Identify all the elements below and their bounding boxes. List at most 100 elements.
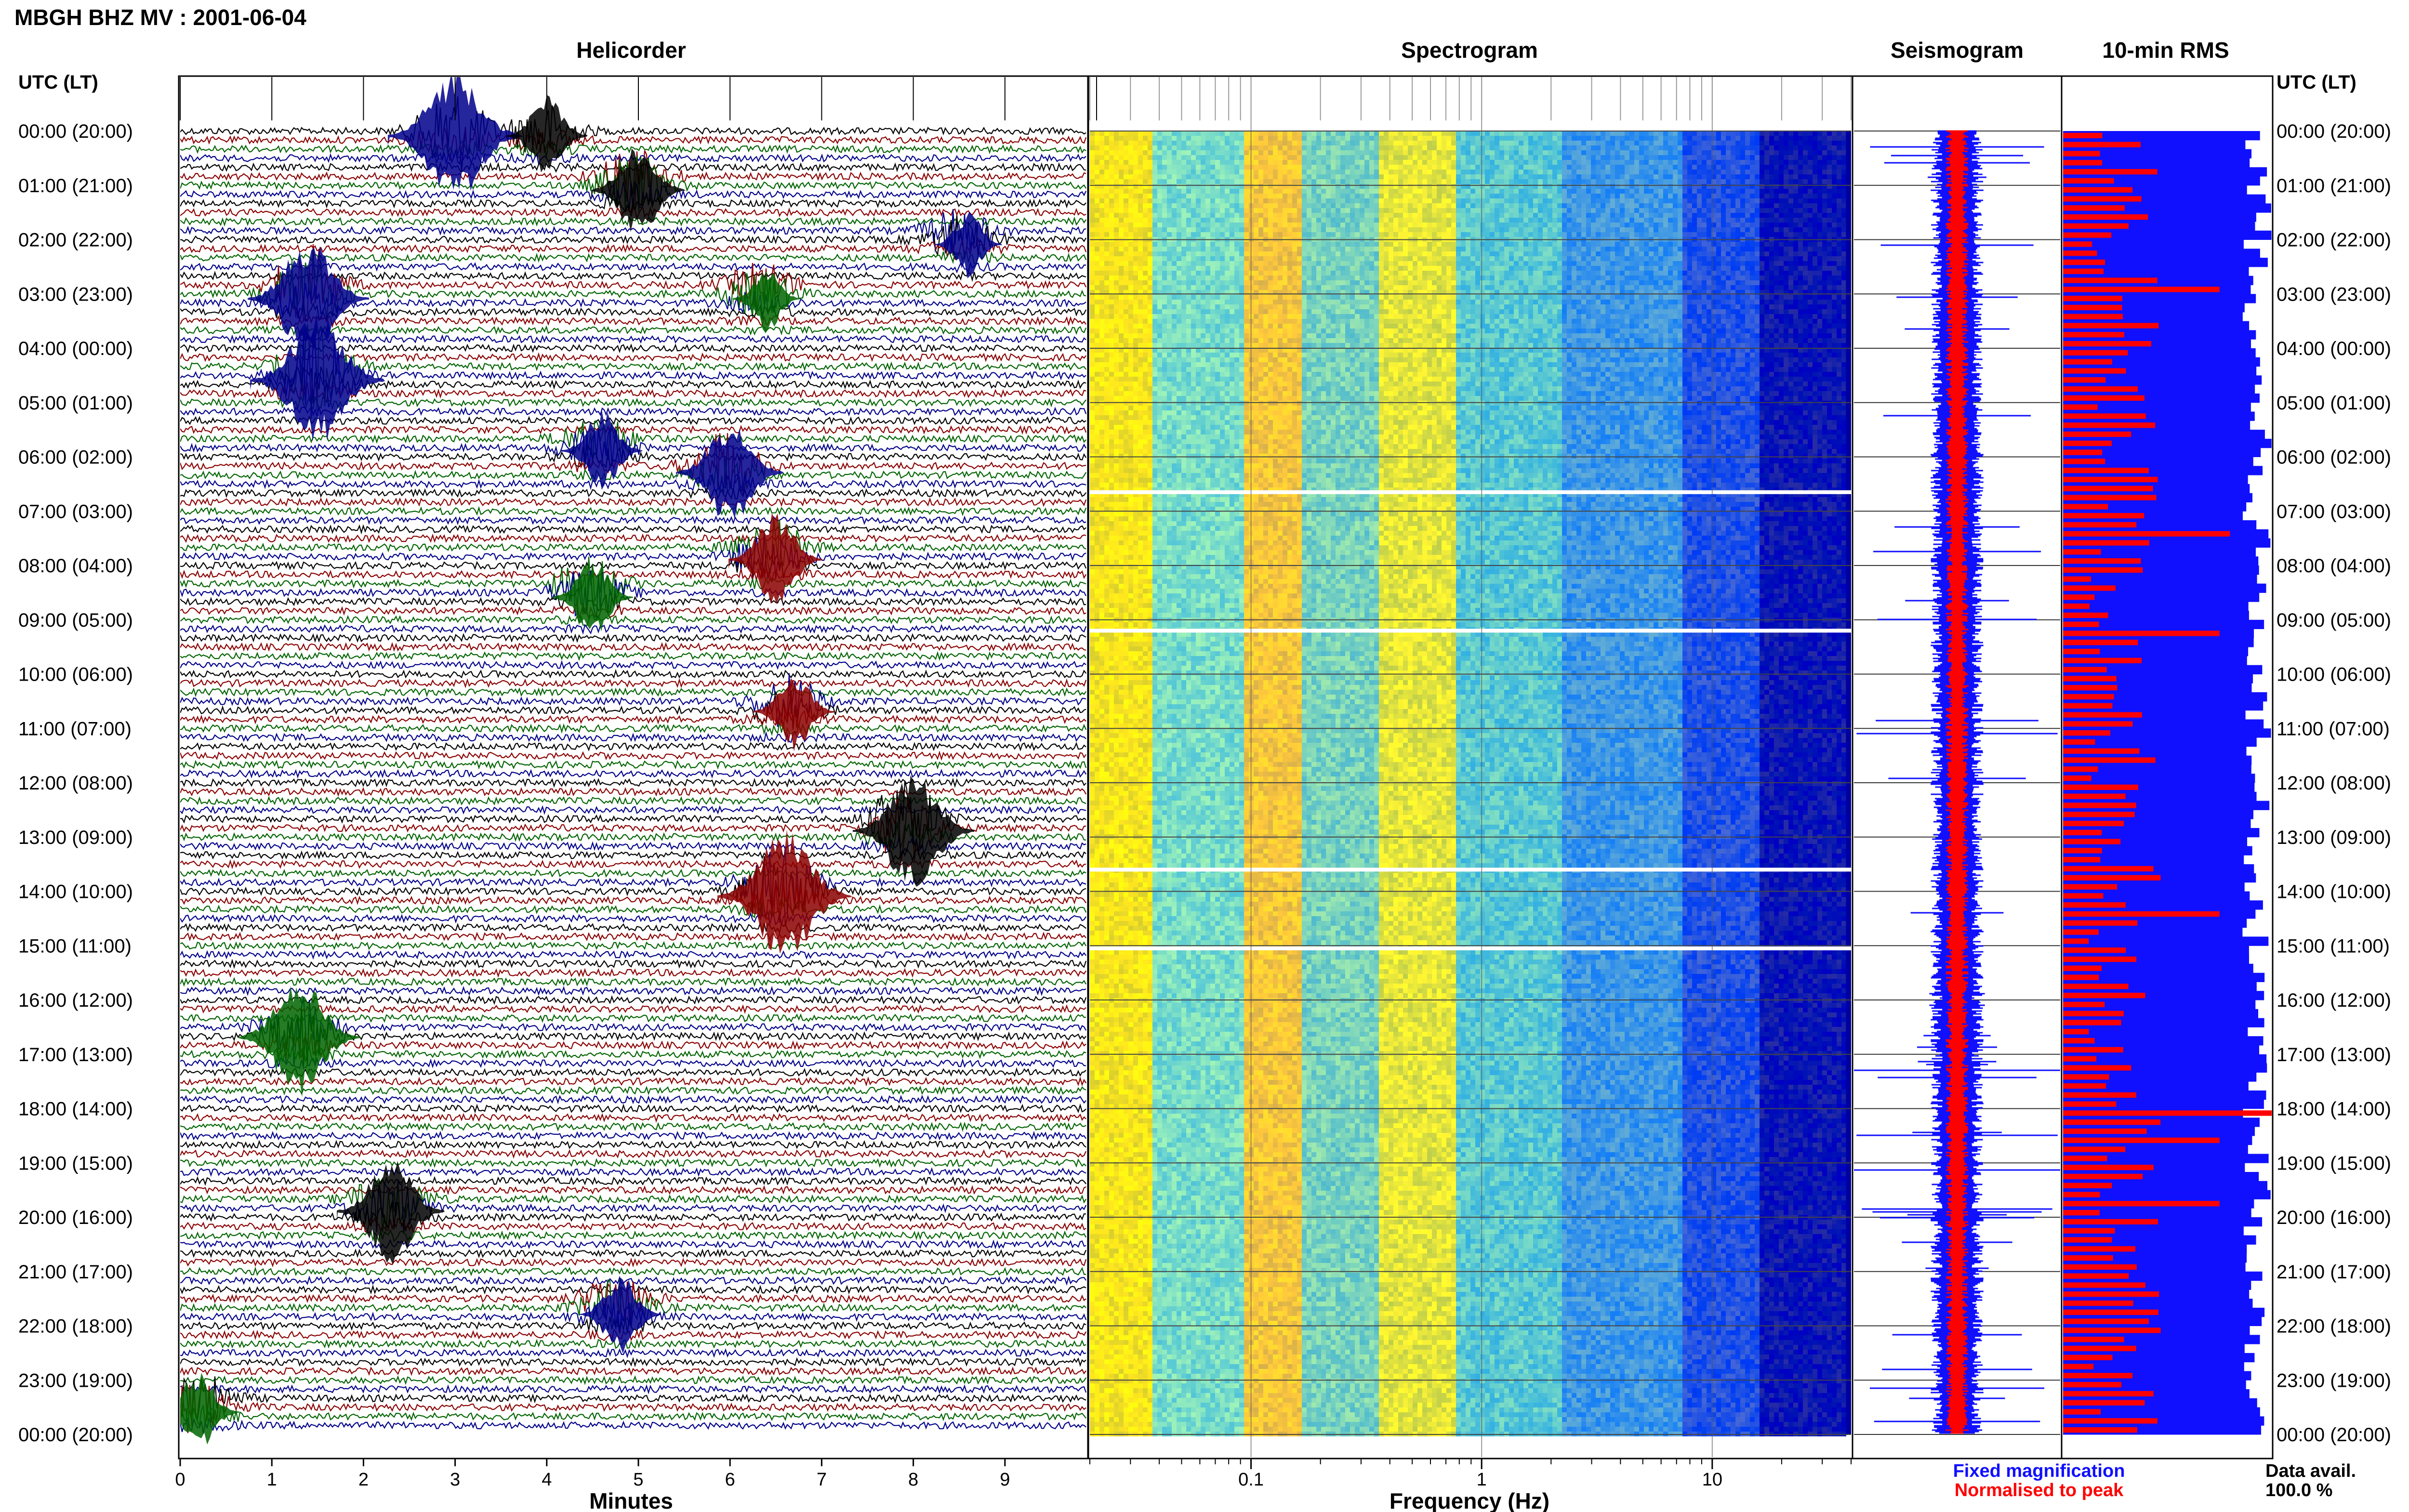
spectrogram-cell	[1726, 145, 1731, 150]
spectrogram-cell	[1201, 179, 1205, 184]
spectrogram-cell	[1485, 150, 1490, 155]
spectrogram-cell	[1557, 194, 1562, 198]
spectrogram-cell	[1538, 141, 1543, 145]
spectrogram-cell	[1345, 170, 1350, 174]
spectrogram-cell	[1311, 213, 1316, 218]
spectrogram-cell	[1543, 150, 1548, 155]
spectrogram-cell	[1278, 198, 1283, 203]
spectrogram-cell	[1287, 184, 1292, 189]
spectrogram-cell	[1205, 218, 1210, 223]
spectrogram-cell	[1668, 203, 1673, 208]
spectrogram-cell	[1350, 174, 1355, 179]
spectrogram-cell	[1610, 145, 1615, 150]
spectrogram-cell	[1610, 198, 1615, 203]
spectrogram-cell	[1735, 131, 1740, 136]
spectrogram-cell	[1124, 160, 1128, 165]
spectrogram-cell	[1745, 131, 1750, 136]
spectrogram-cell	[1258, 179, 1263, 184]
spectrogram-cell	[1244, 189, 1249, 194]
spectrogram-cell	[1239, 145, 1244, 150]
spectrogram-cell	[1090, 223, 1095, 227]
spectrogram-cell	[1427, 184, 1432, 189]
spectrogram-cell	[1374, 208, 1379, 213]
spectrogram-cell	[1586, 155, 1591, 160]
helicorder-trace	[180, 1406, 1086, 1426]
spectrogram-cell	[1109, 150, 1114, 155]
spectrogram-cell	[1735, 179, 1740, 184]
spectrogram-cell	[1644, 198, 1649, 203]
spectrogram-cell	[1148, 184, 1152, 189]
spectrogram-cell	[1331, 213, 1336, 218]
spectrogram-cell	[1148, 131, 1152, 136]
spectrogram-cell	[1784, 198, 1788, 203]
spectrogram-cell	[1340, 131, 1345, 136]
spectrogram-cell	[1413, 165, 1417, 170]
spectrogram-cell	[1788, 136, 1793, 141]
spectrogram-cell	[1360, 179, 1364, 184]
spectrogram-cell	[1803, 189, 1808, 194]
spectrogram-cell	[1798, 194, 1803, 198]
spectrogram-cell	[1133, 174, 1138, 179]
spectrogram-cell	[1456, 170, 1461, 174]
spectrogram-cell	[1384, 208, 1389, 213]
spectrogram-cell	[1364, 145, 1369, 150]
spectrogram-cell	[1177, 136, 1181, 141]
spectrogram-cell	[1437, 174, 1442, 179]
spectrogram-cell	[1104, 194, 1109, 198]
spectrogram-cell	[1490, 213, 1495, 218]
spectrogram-cell	[1485, 189, 1490, 194]
spectrogram-cell	[1230, 145, 1234, 150]
spectrogram-cell	[1167, 131, 1172, 136]
spectrogram-cell	[1764, 155, 1769, 160]
spectrogram-cell	[1466, 194, 1470, 198]
helicorder-trace	[180, 507, 1086, 515]
spectrogram-cell	[1793, 203, 1798, 208]
spectrogram-cell	[1562, 208, 1567, 213]
spectrogram-cell	[1788, 194, 1793, 198]
spectrogram-cell	[1538, 218, 1543, 223]
spectrogram-cell	[1201, 131, 1205, 136]
spectrogram-cell	[1687, 203, 1692, 208]
spectrogram-cell	[1177, 160, 1181, 165]
spectrogram-cell	[1239, 184, 1244, 189]
spectrogram-cell	[1114, 189, 1119, 194]
spectrogram-cell	[1316, 131, 1321, 136]
spectrogram-cell	[1495, 131, 1499, 136]
spectrogram-cell	[1413, 150, 1417, 155]
spectrogram-cell	[1119, 194, 1124, 198]
spectrogram-cell	[1548, 155, 1552, 160]
spectrogram-cell	[1832, 179, 1837, 184]
spectrogram-cell	[1360, 218, 1364, 223]
spectrogram-cell	[1764, 160, 1769, 165]
spectrogram-cell	[1114, 165, 1119, 170]
spectrogram-cell	[1760, 198, 1764, 203]
spectrogram-cell	[1740, 203, 1745, 208]
spectrogram-cell	[1268, 170, 1273, 174]
spectrogram-cell	[1133, 213, 1138, 218]
spectrogram-cell	[1095, 160, 1099, 165]
spectrogram-cell	[1292, 179, 1297, 184]
spectrogram-cell	[1509, 136, 1514, 141]
spectrogram-cell	[1620, 184, 1625, 189]
spectrogram-cell	[1095, 136, 1099, 141]
spectrogram-cell	[1201, 203, 1205, 208]
spectrogram-cell	[1605, 170, 1610, 174]
spectrogram-cell	[1519, 150, 1523, 155]
spectrogram-cell	[1239, 150, 1244, 155]
spectrogram-cell	[1572, 145, 1576, 150]
spectrogram-cell	[1697, 208, 1702, 213]
spectrogram-cell	[1133, 179, 1138, 184]
spectrogram-cell	[1533, 174, 1538, 179]
spectrogram-cell	[1360, 131, 1364, 136]
spectrogram-cell	[1466, 145, 1470, 150]
spectrogram-cell	[1707, 150, 1711, 155]
spectrogram-cell	[1644, 155, 1649, 160]
spectrogram-cell	[1745, 213, 1750, 218]
spectrogram-cell	[1605, 150, 1610, 155]
spectrogram-cell	[1374, 174, 1379, 179]
spectrogram-cell	[1148, 203, 1152, 208]
spectrogram-cell	[1138, 160, 1143, 165]
spectrogram-cell	[1629, 184, 1634, 189]
spectrogram-cell	[1263, 179, 1268, 184]
spectrogram-cell	[1369, 213, 1374, 218]
